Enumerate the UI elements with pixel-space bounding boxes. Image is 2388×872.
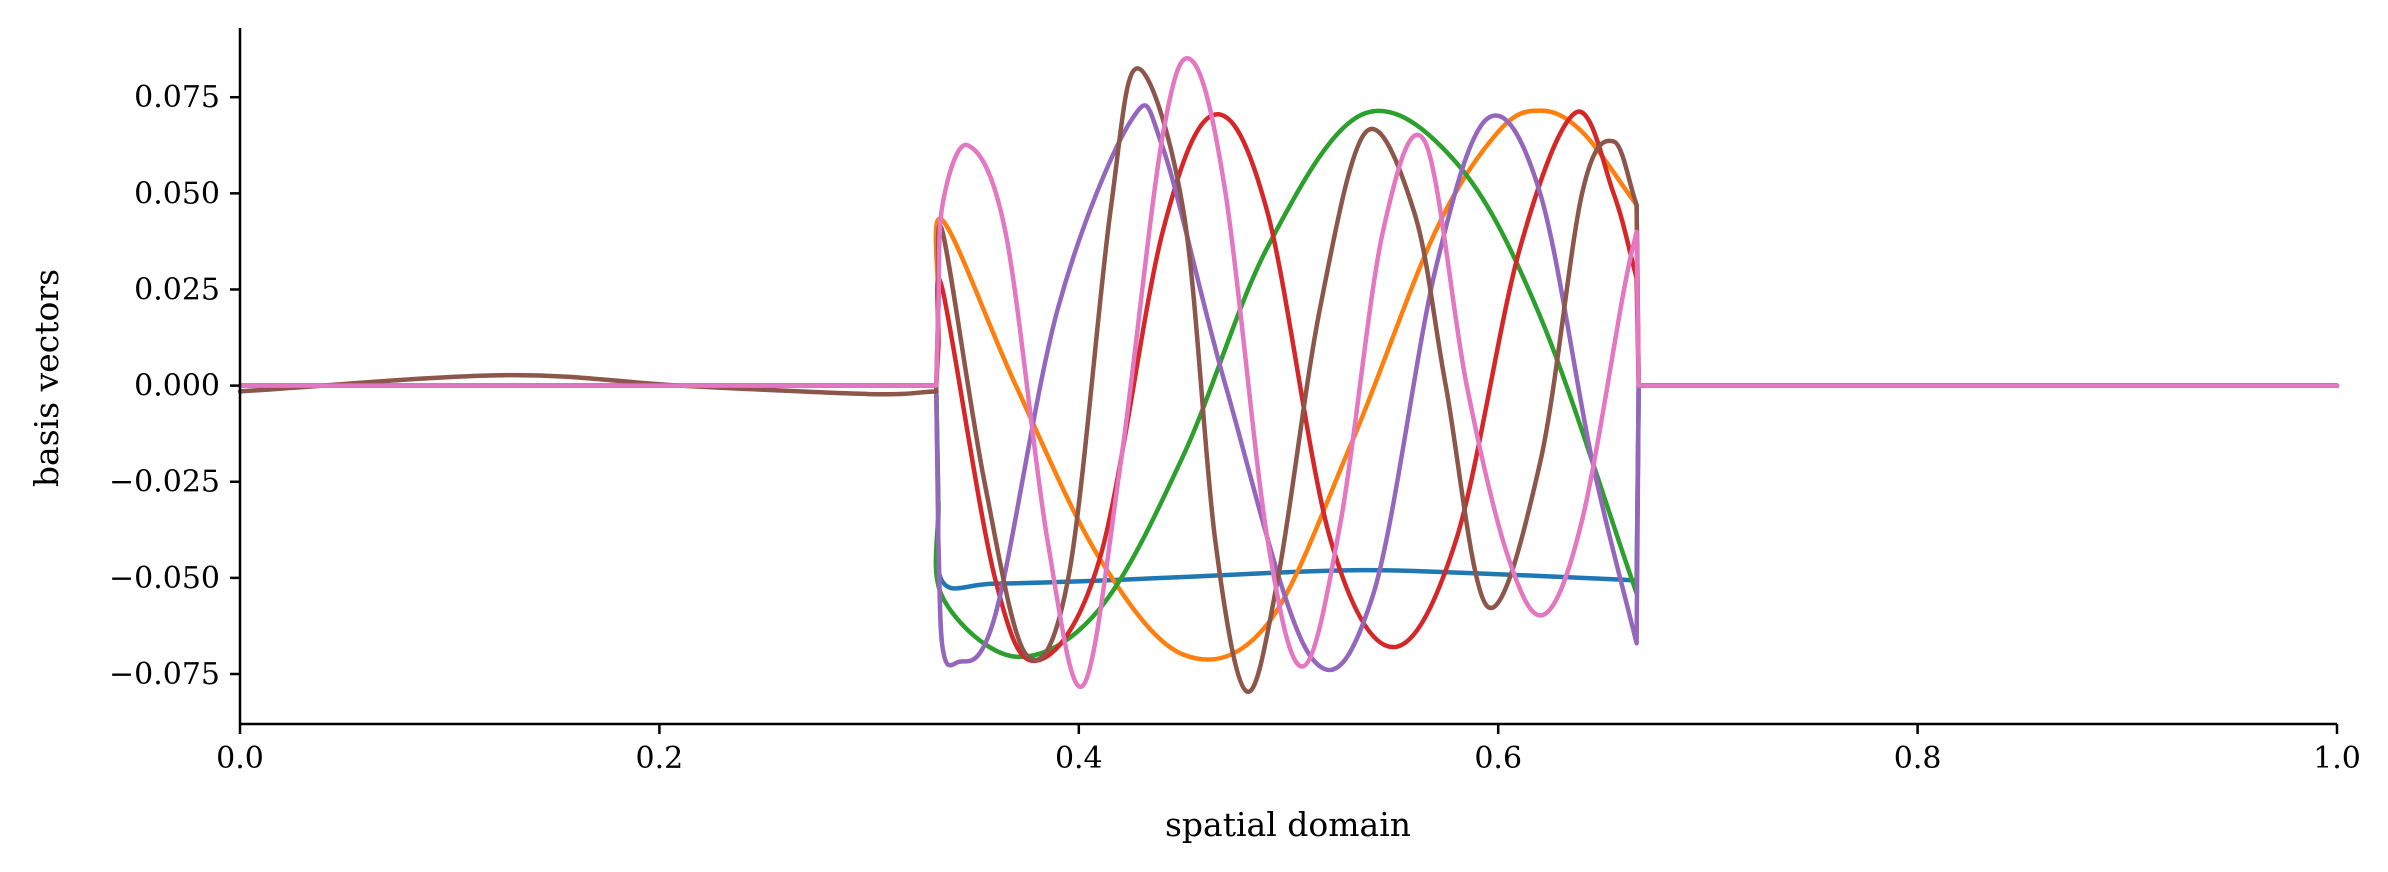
x-tick-label: 0.8 bbox=[1894, 741, 1942, 776]
y-tick-label: 0.075 bbox=[134, 80, 220, 115]
y-tick-label: 0.000 bbox=[134, 369, 220, 404]
y-ticks: −0.075 −0.050 −0.025 0.000 0.025 0.050 0.075 bbox=[109, 80, 240, 692]
plot-lines bbox=[237, 56, 2340, 694]
series-line-6 bbox=[237, 66, 2340, 694]
x-tick-label: 0.4 bbox=[1055, 741, 1103, 776]
series-line-4 bbox=[237, 109, 2340, 663]
x-tick-label: 0.2 bbox=[636, 741, 684, 776]
x-tick-label: 0.0 bbox=[216, 741, 264, 776]
y-axis-label: basis vectors bbox=[27, 269, 66, 487]
x-tick-label: 1.0 bbox=[2313, 741, 2361, 776]
x-ticks: 0.0 0.2 0.4 0.6 0.8 1.0 bbox=[216, 724, 2361, 776]
y-tick-label: −0.025 bbox=[109, 465, 220, 500]
y-tick-label: 0.025 bbox=[134, 272, 220, 307]
series-line-7 bbox=[237, 56, 2340, 690]
x-axis-label: spatial domain bbox=[1165, 805, 1411, 844]
y-tick-label: 0.050 bbox=[134, 176, 220, 211]
x-tick-label: 0.6 bbox=[1474, 741, 1522, 776]
axes bbox=[238, 28, 2337, 726]
y-tick-label: −0.050 bbox=[109, 561, 220, 596]
series-line-1 bbox=[237, 383, 2340, 591]
y-tick-label: −0.075 bbox=[109, 657, 220, 692]
